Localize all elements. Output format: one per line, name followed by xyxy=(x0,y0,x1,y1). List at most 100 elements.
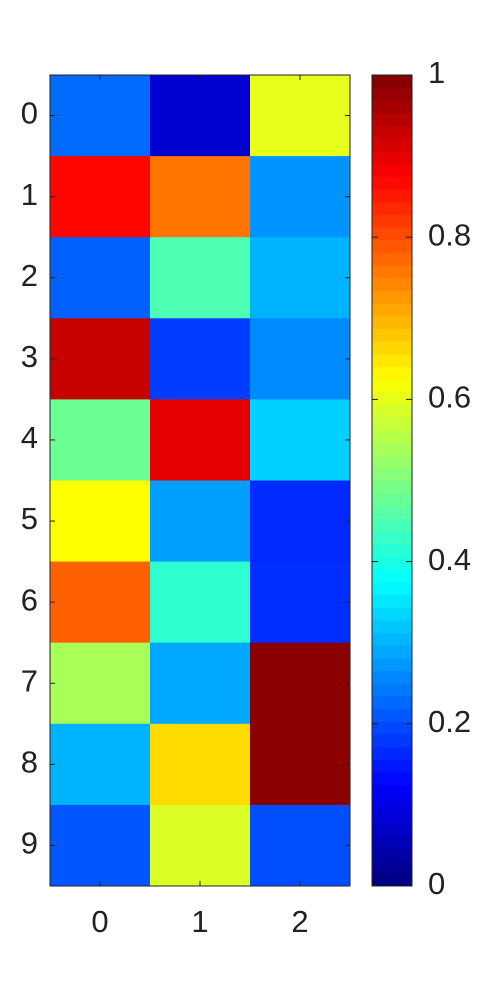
colorbar-step xyxy=(372,759,412,773)
heatmap-cell xyxy=(150,75,251,157)
colorbar-step xyxy=(372,607,412,621)
colorbar-step xyxy=(372,531,412,545)
colorbar-step xyxy=(372,151,412,165)
heatmap-cell xyxy=(50,75,151,157)
colorbar-step xyxy=(372,404,412,418)
colorbar-frame xyxy=(371,74,413,887)
colorbar-step xyxy=(372,176,412,190)
heatmap-cell xyxy=(150,318,251,400)
x-tick-label: 0 xyxy=(91,904,108,939)
colorbar-tick-label: 0.2 xyxy=(428,704,471,739)
colorbar-step xyxy=(372,873,412,887)
y-tick-label: 7 xyxy=(21,663,38,698)
colorbar-step xyxy=(372,860,412,874)
heatmap-cell xyxy=(250,75,351,157)
colorbar-step xyxy=(372,771,412,786)
colorbar-step xyxy=(372,417,412,431)
heatmap-cell xyxy=(150,804,251,887)
colorbar-step xyxy=(372,277,412,291)
heatmap-cell xyxy=(50,804,151,887)
colorbar-step xyxy=(372,328,412,342)
colorbar-step xyxy=(372,518,412,532)
y-tick-label: 1 xyxy=(21,177,38,212)
heatmap-cell xyxy=(250,318,351,400)
heatmap-cell xyxy=(50,399,151,481)
colorbar-step xyxy=(372,341,412,355)
heatmap-cell xyxy=(50,561,151,644)
colorbar-step xyxy=(372,227,412,241)
colorbar-step xyxy=(372,708,412,722)
heatmap-cell xyxy=(150,561,251,644)
colorbar-tick-label: 0.8 xyxy=(428,217,471,252)
colorbar-step xyxy=(372,746,412,760)
colorbar-step xyxy=(372,784,412,798)
heatmap-cell xyxy=(250,399,351,481)
heatmap-cell xyxy=(150,156,251,238)
heatmap-cell xyxy=(250,156,351,238)
y-tick-label: 0 xyxy=(21,96,38,131)
colorbar-step xyxy=(372,657,412,672)
colorbar-step xyxy=(372,467,412,481)
colorbar-step xyxy=(372,265,412,279)
colorbar-step xyxy=(372,391,412,405)
colorbar-step xyxy=(372,733,412,748)
colorbar-step xyxy=(372,113,412,127)
heatmap-cell xyxy=(150,399,251,481)
colorbar-step xyxy=(372,493,412,507)
colorbar-step xyxy=(372,569,412,583)
x-tick-label: 2 xyxy=(291,904,308,939)
heatmap-cell xyxy=(250,480,351,563)
colorbar-step xyxy=(372,797,412,811)
heatmap-cell xyxy=(250,723,351,806)
colorbar-step xyxy=(372,303,412,317)
y-tick-label: 2 xyxy=(21,258,38,293)
colorbar-step xyxy=(372,822,412,836)
colorbar-tick-label: 0.4 xyxy=(428,542,471,577)
colorbar-tick-label: 1 xyxy=(428,55,445,90)
heatmap-cell xyxy=(250,237,351,319)
heatmap-cell xyxy=(50,318,151,400)
colorbar-step xyxy=(372,847,412,862)
y-tick-label: 5 xyxy=(21,501,38,536)
colorbar-step xyxy=(372,201,412,215)
colorbar-step xyxy=(372,315,412,329)
y-tick-label: 9 xyxy=(21,826,38,861)
colorbar-step xyxy=(372,290,412,304)
colorbar-step xyxy=(372,189,412,203)
colorbar-step xyxy=(372,505,412,520)
colorbar-step xyxy=(372,75,412,89)
colorbar-step xyxy=(372,455,412,469)
colorbar-step xyxy=(372,353,412,367)
heatmap-cell xyxy=(150,642,251,725)
colorbar-step xyxy=(372,366,412,380)
heatmap-cell xyxy=(150,480,251,563)
heatmap-cell xyxy=(50,723,151,806)
heatmap-cell xyxy=(50,237,151,319)
y-tick-label: 6 xyxy=(21,582,38,617)
colorbar-step xyxy=(372,835,412,849)
y-tick-label: 4 xyxy=(21,420,38,455)
heatmap-cell xyxy=(250,642,351,725)
colorbar-step xyxy=(372,721,412,735)
colorbar-step xyxy=(372,125,412,139)
colorbar-step xyxy=(372,695,412,710)
colorbar-step xyxy=(372,543,412,558)
heatmap-cell xyxy=(50,480,151,563)
colorbar-step xyxy=(372,252,412,266)
colorbar-step xyxy=(372,442,412,456)
colorbar-step xyxy=(372,556,412,570)
colorbar-step xyxy=(372,100,412,114)
colorbar-step xyxy=(372,632,412,646)
heatmap-cell xyxy=(250,561,351,644)
colorbar-step xyxy=(372,163,412,177)
colorbar-step xyxy=(372,214,412,228)
colorbar-tick-label: 0 xyxy=(428,866,445,901)
colorbar-step xyxy=(372,379,412,393)
heatmap-cell xyxy=(250,804,351,887)
colorbar-step xyxy=(372,87,412,101)
heatmap-cell xyxy=(50,642,151,725)
y-tick-label: 8 xyxy=(21,745,38,780)
heatmap-cell xyxy=(150,723,251,806)
colorbar-step xyxy=(372,594,412,608)
